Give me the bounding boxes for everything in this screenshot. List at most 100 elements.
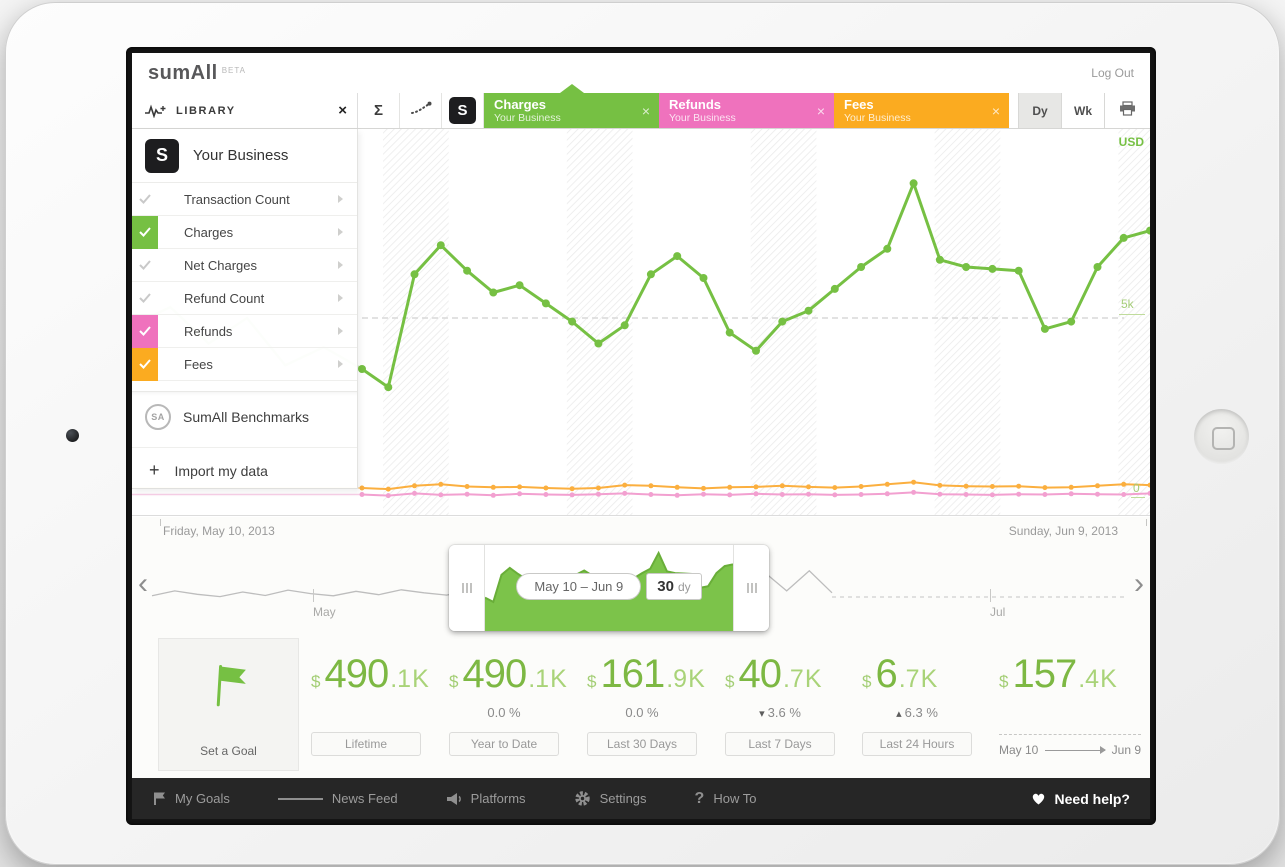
stat-value: $490.1 K	[449, 652, 567, 696]
year-to-date-button[interactable]: Year to Date	[449, 732, 559, 756]
app-header: sumAll BETA Log Out	[132, 53, 1150, 93]
month-tick	[990, 589, 991, 602]
metric-title: Fees	[844, 97, 874, 112]
chevron-right-icon	[338, 327, 343, 335]
sidebar-item-label: Net Charges	[184, 257, 257, 273]
sidebar-item-benchmarks[interactable]: SA SumAll Benchmarks	[132, 391, 357, 441]
last-7-days-button[interactable]: Last 7 Days	[725, 732, 835, 756]
stat-last-30-days: $161.9 K 0.0 % Last 30 Days	[587, 638, 719, 756]
metric-title: Charges	[494, 97, 547, 112]
chevron-right-icon	[338, 360, 343, 368]
megaphone-icon	[446, 792, 462, 806]
axis-start-date: Friday, May 10, 2013	[163, 524, 275, 538]
tab-library[interactable]: LIBRARY ×	[132, 93, 358, 128]
stat-value: $6.7 K	[862, 652, 938, 696]
currency-label: USD	[1118, 135, 1144, 149]
sidebar-item-refunds[interactable]: Refunds	[132, 314, 357, 348]
last-30-days-button[interactable]: Last 30 Days	[587, 732, 697, 756]
home-button[interactable]	[1194, 409, 1249, 464]
axis-row: Friday, May 10, 2013 Sunday, Jun 9, 2013	[132, 519, 1150, 541]
import-data-button[interactable]: + Import my data	[132, 447, 357, 493]
account-name: Your Business	[193, 147, 289, 164]
lifetime-button[interactable]: Lifetime	[311, 732, 421, 756]
beta-badge: BETA	[221, 66, 246, 75]
duration-box[interactable]: 30 dy	[646, 573, 702, 600]
stat-value: $490.1 K	[311, 652, 429, 696]
axis-tick	[160, 519, 161, 526]
chevron-right-icon	[338, 261, 343, 269]
sidebar-item-transaction-count[interactable]: Transaction Count	[132, 183, 357, 216]
down-triangle-icon: ▾	[759, 708, 765, 720]
nav-news-feed[interactable]: News Feed	[277, 791, 398, 806]
check-icon	[132, 282, 158, 315]
close-icon[interactable]: ×	[816, 103, 825, 119]
sidebar-item-fees[interactable]: Fees	[132, 347, 357, 381]
close-icon[interactable]: ×	[991, 103, 1000, 119]
metric-subtitle: Your Business	[494, 112, 561, 124]
tab-summary-sigma[interactable]: Σ	[358, 93, 400, 128]
month-tick	[313, 589, 314, 602]
chevron-right-icon	[338, 195, 343, 203]
set-goal-card[interactable]: Set a Goal	[158, 638, 299, 771]
sidebar-item-net-charges[interactable]: Net Charges	[132, 249, 357, 282]
tab-metric-fees[interactable]: Fees Your Business ×	[834, 93, 1009, 128]
need-help-button[interactable]: Need help?	[1031, 791, 1130, 807]
goal-flag-icon	[203, 657, 255, 715]
axis-end-date: Sunday, Jun 9, 2013	[1008, 524, 1118, 538]
selection-left-handle[interactable]	[449, 545, 485, 631]
selection-right-handle[interactable]	[733, 545, 769, 631]
stat-delta	[311, 705, 421, 721]
screen-bezel: sumAll BETA Log Out LIBRARY × Σ	[126, 47, 1156, 825]
stripe-icon: S	[449, 97, 476, 124]
plus-icon: +	[149, 460, 160, 480]
sumall-logo: sumAll BETA	[148, 62, 246, 85]
stat-delta: ▾ 3.6 %	[759, 705, 801, 720]
chevron-right-icon	[338, 228, 343, 236]
tab-trend[interactable]	[400, 93, 442, 128]
benchmarks-label: SumAll Benchmarks	[183, 408, 310, 425]
close-icon[interactable]: ×	[338, 102, 347, 119]
tab-metric-refunds[interactable]: Refunds Your Business ×	[659, 93, 834, 128]
sumall-benchmarks-icon: SA	[145, 403, 171, 430]
check-icon	[132, 314, 158, 348]
print-button[interactable]	[1104, 93, 1150, 128]
gridline-zero-label: 0	[1131, 481, 1145, 498]
tab-metric-charges[interactable]: Charges Your Business ×	[484, 84, 659, 128]
check-icon	[132, 347, 158, 381]
sumall-app: sumAll BETA Log Out LIBRARY × Σ	[132, 53, 1150, 819]
stat-last-24-hours: $6.7 K ▴ 6.3 % Last 24 Hours	[862, 638, 994, 756]
camera-dot	[66, 429, 79, 442]
metric-subtitle: Your Business	[844, 112, 911, 124]
timeline-prev-arrow[interactable]: ‹	[138, 567, 148, 600]
period-day-toggle[interactable]: Dy	[1018, 93, 1061, 128]
sidebar-item-label: Refund Count	[184, 290, 265, 306]
sidebar-item-charges[interactable]: Charges	[132, 215, 357, 249]
timeline-selection[interactable]: May 10 – Jun 9 30 dy	[449, 545, 769, 631]
sidebar-item-refund-count[interactable]: Refund Count	[132, 282, 357, 315]
close-icon[interactable]: ×	[641, 103, 650, 119]
period-week-toggle[interactable]: Wk	[1061, 93, 1104, 128]
question-icon: ?	[694, 789, 705, 807]
account-header[interactable]: S Your Business	[132, 129, 357, 183]
goal-label: Set a Goal	[200, 744, 257, 758]
metric-title: Refunds	[669, 97, 721, 112]
check-icon	[132, 249, 158, 282]
flag-icon	[152, 791, 166, 806]
stats-row: Set a Goal $490.1 K Lifetime $490.1 K 0.0 …	[132, 638, 1150, 778]
stat-lifetime: $490.1 K Lifetime	[311, 638, 443, 756]
date-range-pill[interactable]: May 10 – Jun 9	[516, 573, 642, 600]
tab-bar: LIBRARY × Σ S Charges Your Busi	[132, 84, 1150, 129]
sidebar-item-label: Fees	[184, 356, 213, 372]
last-24-hours-button[interactable]: Last 24 Hours	[862, 732, 972, 756]
nav-platforms[interactable]: Platforms	[446, 791, 526, 806]
stat-year-to-date: $490.1 K 0.0 % Year to Date	[449, 638, 581, 756]
logout-link[interactable]: Log Out	[1091, 66, 1134, 80]
nav-how-to[interactable]: ? How To	[694, 789, 757, 807]
tab-stripe-source[interactable]: S	[442, 93, 484, 128]
nav-my-goals[interactable]: My Goals	[152, 791, 230, 806]
stat-value: $157.4 K	[999, 652, 1117, 696]
nav-settings[interactable]: Settings	[574, 790, 647, 807]
library-label: LIBRARY	[176, 104, 236, 117]
timeline-next-arrow[interactable]: ›	[1134, 567, 1144, 600]
stat-selected-range: $157.4 K May 10 Jun 9	[999, 638, 1141, 757]
